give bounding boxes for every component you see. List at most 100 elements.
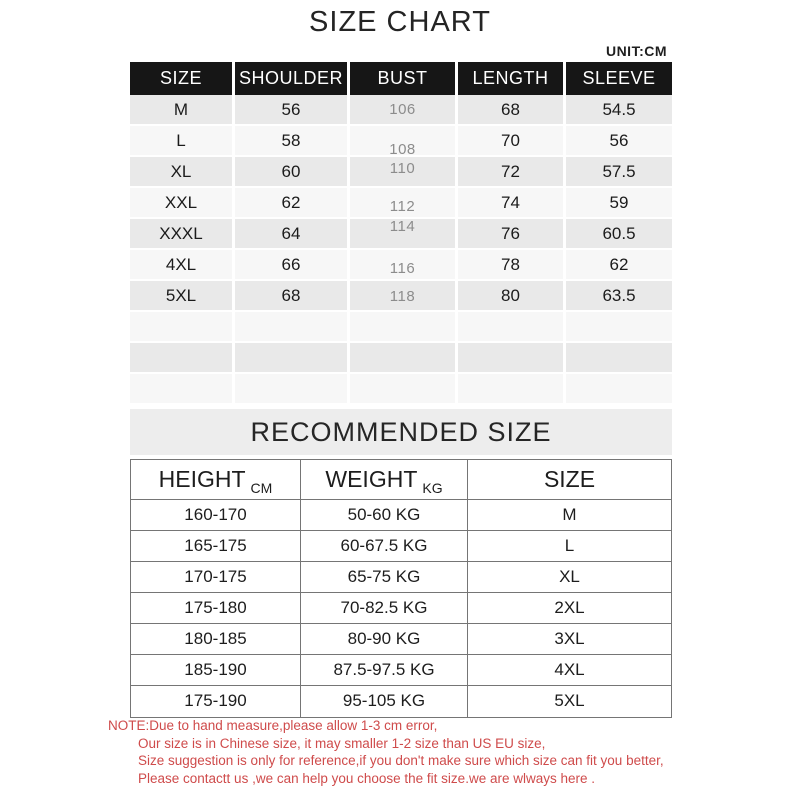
page-title: SIZE CHART	[309, 6, 491, 38]
size-table-row: XXXL 64 76 60.5	[130, 219, 672, 250]
size-cell: 5XL	[554, 691, 585, 710]
bust-value: 110	[389, 160, 416, 177]
empty-row	[130, 312, 672, 343]
size-cell: XL	[468, 562, 671, 593]
header-shoulder: SHOULDER	[235, 62, 347, 95]
size-cell: M	[468, 500, 671, 531]
sleeve-cell: 59	[566, 188, 672, 219]
bust-value: 108	[389, 141, 416, 158]
bust-column-overlay: 106 108 110 112 114 116 118	[350, 62, 455, 408]
header-length: LENGTH	[458, 62, 563, 95]
recommended-size-banner: RECOMMENDED SIZE	[130, 409, 672, 455]
note-line: NOTE:Due to hand measure,please allow 1-…	[108, 718, 438, 733]
sleeve-cell: 62	[566, 250, 672, 281]
size-cell: 5XL	[130, 281, 232, 312]
weight-cell: 50-60 KG	[301, 500, 468, 531]
shoulder-cell: 60	[235, 157, 347, 188]
size-cell: L	[468, 531, 671, 562]
size-table: SIZE SHOULDER BUST LENGTH SLEEVE M 56 68…	[130, 62, 672, 405]
height-cell: 180-185	[131, 624, 301, 655]
header-sleeve: SLEEVE	[566, 62, 672, 95]
bust-cell	[350, 126, 455, 157]
shoulder-cell: 64	[235, 219, 347, 250]
bust-cell	[350, 281, 455, 312]
size-cell: M	[130, 95, 232, 126]
height-unit: CM	[250, 479, 273, 496]
bust-value: 106	[389, 101, 416, 118]
height-cell: 175-190	[131, 686, 301, 717]
length-cell: 80	[458, 281, 563, 312]
size-table-row: L 58 70 56	[130, 126, 672, 157]
note-line: Size suggestion is only for reference,if…	[138, 753, 664, 768]
size-cell: 3XL	[468, 624, 671, 655]
size-table-row: M 56 68 54.5	[130, 95, 672, 126]
weight-cell: 80-90 KG	[301, 624, 468, 655]
bust-value: 114	[389, 218, 416, 235]
recommended-table: HEIGHT CM WEIGHT KG SIZE 160-170 50-60 KG …	[130, 459, 672, 718]
shoulder-cell: 68	[235, 281, 347, 312]
shoulder-cell: 56	[235, 95, 347, 126]
height-cell: 185-190	[131, 655, 301, 686]
size-cell: XXL	[130, 188, 232, 219]
weight-cell: 60-67.5 KG	[301, 531, 468, 562]
recommended-row: 175-190 95-105 KG 5XL	[131, 686, 671, 717]
bust-value: 116	[389, 260, 416, 277]
size-cell: XXXL	[130, 219, 232, 250]
height-cell: 160-170	[131, 500, 301, 531]
sleeve-cell: 57.5	[566, 157, 672, 188]
length-cell: 70	[458, 126, 563, 157]
size-cell: XL	[130, 157, 232, 188]
bust-cell	[350, 250, 455, 281]
empty-row	[130, 343, 672, 374]
length-cell: 74	[458, 188, 563, 219]
weight-cell: 87.5-97.5 KG	[301, 655, 468, 686]
shoulder-cell: 58	[235, 126, 347, 157]
height-cell: 165-175	[131, 531, 301, 562]
size-table-header-row: SIZE SHOULDER BUST LENGTH SLEEVE	[130, 62, 672, 95]
note-line: Our size is in Chinese size, it may smal…	[138, 735, 546, 751]
shoulder-cell: 62	[235, 188, 347, 219]
size-table-row: XL 60 72 57.5	[130, 157, 672, 188]
weight-cell: 65-75 KG	[301, 562, 468, 593]
sleeve-cell: 60.5	[566, 219, 672, 250]
length-cell: 78	[458, 250, 563, 281]
size-table-row: 4XL 66 78 62	[130, 250, 672, 281]
shoulder-cell: 66	[235, 250, 347, 281]
sleeve-cell: 63.5	[566, 281, 672, 312]
weight-unit: KG	[422, 479, 443, 496]
recommended-row: 170-175 65-75 KG XL	[131, 562, 671, 593]
size-cell: 2XL	[468, 593, 671, 624]
unit-label: UNIT:CM	[605, 43, 667, 59]
length-cell: 72	[458, 157, 563, 188]
recommended-row: 160-170 50-60 KG M	[131, 500, 671, 531]
bust-value: 118	[389, 288, 416, 305]
header-size: SIZE	[130, 62, 232, 95]
empty-row	[130, 374, 672, 405]
note-line: Please contactt us ,we can help you choo…	[138, 770, 595, 786]
size-table-row: 5XL 68 80 63.5	[130, 281, 672, 312]
header-weight: WEIGHT KG	[301, 460, 468, 500]
weight-cell: 70-82.5 KG	[301, 593, 468, 624]
bust-value: 112	[389, 198, 416, 215]
height-cell: 170-175	[131, 562, 301, 593]
recommended-row: 180-185 80-90 KG 3XL	[131, 624, 671, 655]
recommended-row: 185-190 87.5-97.5 KG 4XL	[131, 655, 671, 686]
header-height: HEIGHT CM	[131, 460, 301, 500]
header-bust: BUST	[350, 62, 455, 95]
bust-cell	[350, 95, 455, 126]
recommended-header-row: HEIGHT CM WEIGHT KG SIZE	[131, 460, 671, 500]
height-cell: 175-180	[131, 593, 301, 624]
recommended-row: 175-180 70-82.5 KG 2XL	[131, 593, 671, 624]
note-text: NOTE:Due to hand measure,please allow 1-…	[108, 717, 728, 787]
bust-cell	[350, 188, 455, 219]
size-cell: L	[130, 126, 232, 157]
bust-cell	[350, 157, 455, 188]
sleeve-cell: 56	[566, 126, 672, 157]
recommended-row: 165-175 60-67.5 KG L	[131, 531, 671, 562]
size-cell: 4XL	[468, 655, 671, 686]
sleeve-cell: 54.5	[566, 95, 672, 126]
weight-cell: 95-105 KG	[301, 686, 468, 717]
header-size: SIZE	[468, 460, 671, 500]
length-cell: 76	[458, 219, 563, 250]
